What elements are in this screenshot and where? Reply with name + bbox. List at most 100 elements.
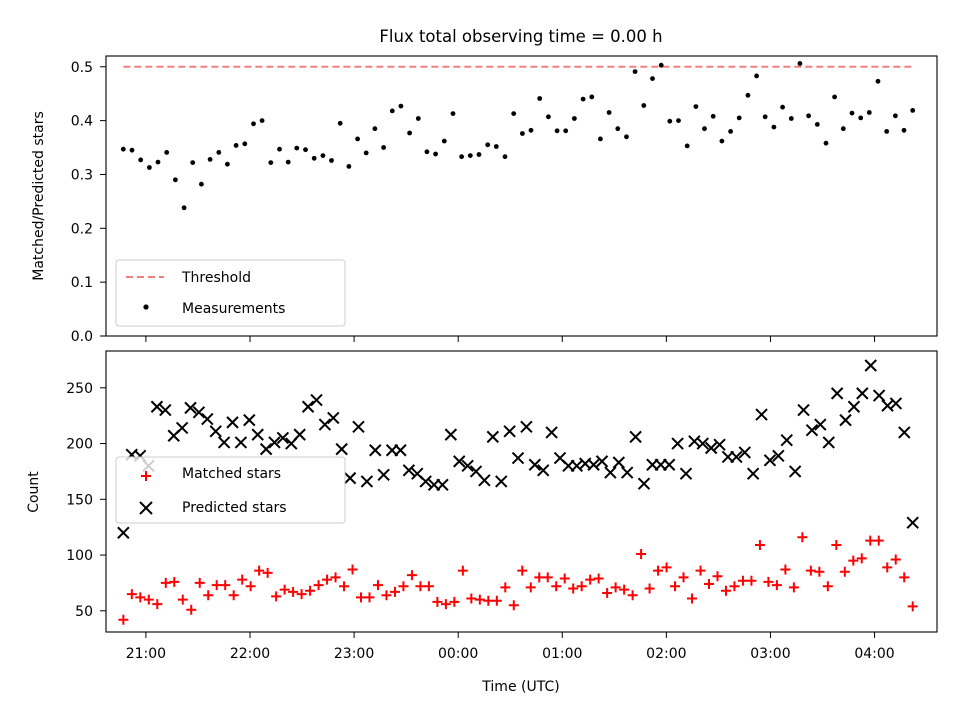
predicted-stars-point	[797, 403, 810, 417]
predicted-stars-point	[201, 412, 214, 426]
predicted-stars-point	[243, 413, 256, 427]
measurement-point	[554, 128, 560, 134]
matched-stars-point	[245, 581, 256, 592]
measurement-point	[563, 128, 569, 134]
matched-stars-point	[457, 565, 468, 576]
matched-stars-point	[432, 596, 443, 607]
measurement-point	[901, 127, 907, 133]
matched-stars-point	[670, 581, 681, 592]
measurement-point	[181, 205, 187, 211]
legend-predicted-swatch	[139, 501, 153, 515]
matched-stars-point	[237, 574, 248, 585]
measurement-point	[884, 129, 890, 134]
predicted-stars-point	[419, 475, 432, 488]
measurement-point	[476, 152, 482, 157]
predicted-stars-point	[780, 433, 793, 447]
matched-stars-point	[398, 581, 409, 592]
matched-stars-point	[644, 583, 655, 594]
top-axes-frame	[105, 55, 938, 337]
predicted-stars-point	[746, 467, 760, 480]
matched-stars-point	[720, 585, 731, 596]
legend-predicted-label: Predicted stars	[182, 500, 287, 516]
legend-measurements-swatch	[143, 304, 149, 310]
predicted-stars-point	[226, 416, 239, 429]
predicted-stars-point	[612, 456, 626, 469]
measurement-point	[407, 130, 412, 136]
predicted-stars-point	[906, 516, 919, 529]
matched-stars-point	[186, 604, 197, 615]
predicted-stars-point	[763, 454, 777, 467]
matched-stars-point	[356, 592, 367, 603]
matched-stars-point	[636, 548, 647, 559]
matched-stars-point	[517, 565, 528, 576]
matched-stars-point	[271, 591, 282, 602]
measurement-point	[814, 122, 820, 127]
measurement-point	[537, 96, 543, 101]
predicted-stars-point	[671, 437, 684, 450]
top-legend: Threshold Measurements	[115, 259, 346, 327]
matched-stars-point	[865, 535, 876, 546]
matched-stars-point	[313, 580, 324, 591]
x-tick-label: 23:00	[334, 646, 374, 662]
bottom-y-tick-label: 100	[66, 548, 93, 564]
measurement-point	[658, 62, 664, 68]
matched-stars-point	[508, 600, 519, 611]
predicted-stars-point	[788, 465, 802, 478]
predicted-stars-point	[537, 464, 550, 477]
measurement-point	[502, 154, 508, 160]
measurement-point	[450, 111, 456, 116]
measurement-point	[684, 143, 690, 149]
x-tick-label: 00:00	[438, 646, 478, 662]
measurement-point	[520, 131, 525, 136]
predicted-stars-point	[335, 442, 348, 456]
matched-stars-point	[771, 580, 782, 591]
predicted-stars-point	[495, 475, 508, 488]
measurement-point	[589, 94, 595, 100]
top-y-tick-label: 0.1	[71, 275, 93, 291]
measurement-point	[233, 143, 239, 148]
predicted-stars-point	[478, 474, 491, 487]
measurement-point	[736, 115, 742, 121]
predicted-stars-point	[730, 450, 743, 464]
matched-stars-point	[839, 566, 850, 577]
measurement-point	[303, 147, 308, 153]
measurement-point	[363, 150, 369, 156]
matched-stars-point	[177, 594, 188, 605]
predicted-stars-point	[352, 420, 365, 434]
measurement-point	[311, 155, 317, 161]
matched-stars-point	[288, 586, 299, 597]
matched-stars-point	[856, 553, 867, 564]
matched-stars-point	[466, 593, 477, 604]
bottom-axes-frame	[105, 350, 938, 633]
top-y-tick-label: 0.0	[71, 329, 93, 345]
predicted-stars-point	[251, 428, 264, 441]
matched-stars-point	[483, 595, 494, 606]
predicted-stars-point	[310, 393, 323, 407]
measurement-point	[433, 151, 438, 157]
measurement-point	[572, 116, 577, 121]
predicted-stars-point	[814, 418, 827, 431]
matched-stars-point	[194, 577, 205, 588]
top-panel: 0.0 0.1 0.2 0.3 0.4 0.5 Matched/Predicted sta…	[31, 55, 938, 345]
matched-stars-point	[610, 582, 621, 593]
measurement-point	[866, 110, 872, 115]
x-axis-label: Time (UTC)	[481, 679, 559, 695]
matched-stars-point	[143, 594, 154, 605]
matched-stars-point	[203, 590, 214, 601]
measurement-point	[849, 110, 855, 116]
measurement-point	[771, 124, 777, 130]
matched-stars-point	[262, 567, 273, 578]
predicted-stars-point	[402, 464, 416, 477]
matched-stars-point	[814, 566, 825, 577]
x-tick-label: 02:00	[646, 646, 686, 662]
predicted-stars-point	[847, 400, 861, 413]
predicted-stars-point	[738, 446, 751, 459]
measurement-point	[190, 160, 196, 166]
matched-stars-point	[228, 590, 239, 601]
predicted-stars-point	[704, 441, 718, 455]
measurement-point	[840, 126, 846, 132]
matched-stars-point	[585, 574, 596, 585]
measurement-point	[598, 136, 603, 142]
matched-stars-point	[754, 540, 765, 551]
predicted-stars-point	[511, 451, 525, 465]
